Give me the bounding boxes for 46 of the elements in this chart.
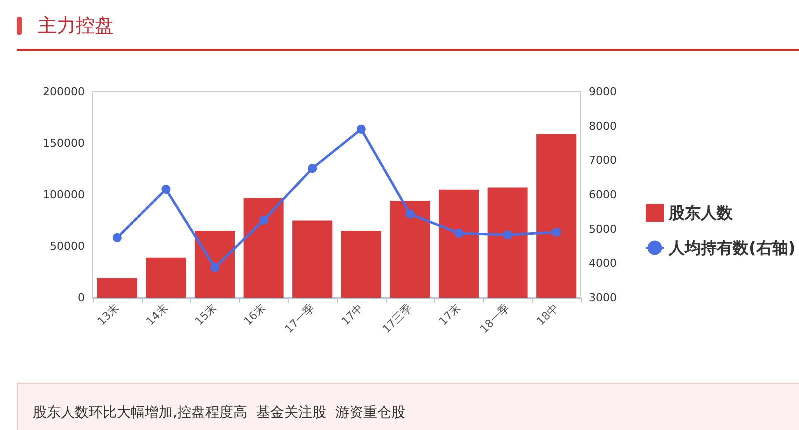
legend-label: 人均持有数(右轴) — [668, 238, 796, 258]
bar — [244, 198, 284, 298]
x-tick-label: 18中 — [534, 301, 562, 328]
bar — [97, 278, 138, 298]
x-tick-label: 17三季 — [380, 301, 415, 336]
x-tick-label: 17一季 — [282, 301, 318, 336]
bar — [341, 231, 382, 298]
y2-tick-label: 4000 — [589, 257, 617, 270]
y-tick-label: 50000 — [50, 240, 85, 253]
bar — [488, 188, 528, 298]
y2-tick-label: 3000 — [589, 292, 617, 304]
y2-tick-label: 6000 — [589, 188, 617, 202]
y-tick-label: 150000 — [43, 137, 85, 150]
y2-tick-label: 9000 — [589, 86, 617, 98]
point — [356, 124, 366, 134]
text: 股东人数环比大幅增加,控盘程度高 基金关注股 游资重仓股 — [17, 383, 799, 430]
point — [210, 263, 220, 272]
x-tick-label: 16末 — [242, 301, 268, 328]
x-tick-label: 13末 — [95, 301, 122, 328]
y2-tick-label: 8000 — [589, 120, 617, 133]
x-tick-label: 14末 — [144, 301, 171, 328]
y2-tick-label: 7000 — [589, 154, 617, 168]
bar — [292, 220, 333, 298]
bar — [390, 201, 430, 298]
bar — [536, 134, 577, 298]
point — [112, 233, 122, 242]
point — [454, 228, 464, 238]
point — [552, 228, 562, 237]
y-tick-label: 0 — [78, 292, 85, 304]
point — [308, 164, 318, 174]
y-tick-label: 100000 — [43, 188, 85, 202]
bar — [146, 258, 186, 298]
point — [406, 210, 415, 219]
y2-tick-label: 5000 — [589, 222, 617, 236]
x-tick-label: 15末 — [192, 301, 220, 328]
x-tick-label: 18一季 — [478, 301, 512, 336]
bar — [438, 190, 480, 298]
legend-label: 股东人数 — [668, 204, 734, 222]
point — [503, 230, 512, 240]
chart-title: 主力控盘 — [38, 14, 114, 39]
bar — [194, 231, 236, 298]
x-tick-label: 17末 — [436, 301, 464, 328]
point — [259, 216, 268, 225]
y-tick-label: 200000 — [43, 86, 85, 98]
x-tick-label: 17中 — [339, 301, 366, 328]
point — [162, 185, 171, 194]
